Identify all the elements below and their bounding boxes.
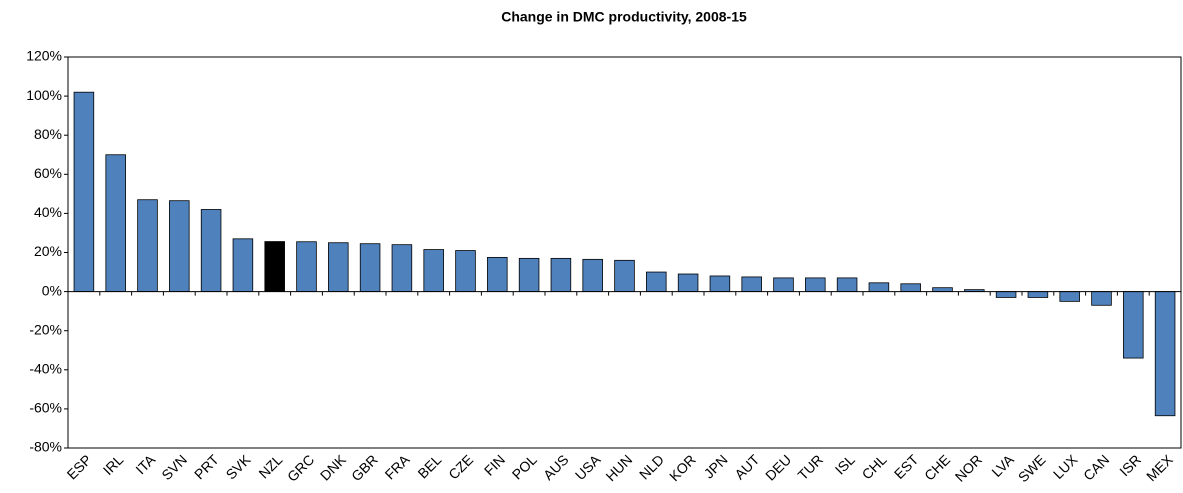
- bar: [932, 287, 953, 293]
- y-tick-label: -80%: [29, 439, 62, 455]
- y-tick-label: 60%: [34, 165, 62, 181]
- x-tick-label: POL: [509, 451, 540, 482]
- bar: [455, 250, 476, 292]
- x-tick-label: ITA: [132, 451, 158, 477]
- y-tick-label: 0%: [42, 282, 62, 298]
- bar: [614, 259, 635, 293]
- x-tick-label: CAN: [1080, 451, 1112, 483]
- bar: [232, 238, 254, 293]
- y-tick-label: -60%: [29, 400, 62, 416]
- x-tick-label: TUR: [794, 451, 826, 483]
- y-tick-label: 100%: [26, 87, 62, 103]
- x-tick-label: SVK: [223, 451, 255, 483]
- chart-title: Change in DMC productivity, 2008-15: [501, 9, 747, 25]
- bar: [1027, 291, 1049, 298]
- x-tick-label: PRT: [191, 451, 222, 482]
- x-tick-label: NLD: [636, 451, 667, 482]
- bar: [709, 275, 731, 292]
- x-tick-label: AUS: [540, 451, 572, 483]
- y-tick-label: 20%: [34, 243, 62, 259]
- bar: [73, 91, 95, 293]
- bar: [359, 243, 381, 292]
- bar: [773, 277, 794, 293]
- bar: [550, 257, 572, 292]
- bar: [137, 199, 158, 292]
- x-tick-label: ESP: [64, 451, 95, 482]
- bar: [995, 291, 1017, 298]
- bar: [296, 241, 317, 292]
- bar: [900, 283, 921, 292]
- x-tick-label: BEL: [414, 451, 444, 481]
- bar: [328, 242, 349, 293]
- x-tick-label: ISL: [832, 451, 858, 477]
- x-tick-label: MEX: [1143, 451, 1176, 484]
- x-tick-label: LVA: [988, 451, 1017, 480]
- x-tick-label: AUT: [731, 451, 762, 482]
- bar: [582, 258, 603, 292]
- x-tick-label: GRC: [284, 451, 317, 484]
- y-tick-label: -20%: [29, 321, 62, 337]
- x-tick-label: NOR: [952, 451, 985, 484]
- x-tick-label: USA: [572, 451, 604, 483]
- y-tick-label: 80%: [34, 126, 62, 142]
- y-tick-label: -40%: [29, 361, 62, 377]
- bar: [836, 277, 858, 293]
- bar: [105, 154, 126, 293]
- x-tick-label: KOR: [666, 451, 699, 484]
- bar: [487, 256, 508, 293]
- x-tick-label: JPN: [701, 451, 731, 481]
- x-tick-label: CZE: [445, 451, 476, 482]
- y-tick-label: 40%: [34, 204, 62, 220]
- y-tick-label: 120%: [26, 48, 62, 64]
- bar: [200, 209, 222, 293]
- x-tick-label: FRA: [382, 451, 414, 483]
- bar: [518, 257, 540, 292]
- bar: [1059, 291, 1080, 302]
- x-tick-label: IRL: [100, 451, 127, 478]
- x-tick-label: DEU: [762, 451, 794, 483]
- x-tick-label: NZL: [255, 451, 285, 481]
- bar: [1154, 291, 1176, 417]
- x-tick-label: HUN: [602, 451, 635, 484]
- bar: [805, 277, 826, 293]
- x-tick-label: GBR: [348, 451, 381, 484]
- x-tick-label: SVN: [158, 451, 190, 483]
- x-tick-label: ISR: [1116, 451, 1144, 479]
- bar: [169, 200, 190, 293]
- bar: [646, 271, 667, 292]
- bar: [423, 249, 444, 293]
- x-tick-label: CHE: [921, 451, 953, 483]
- bar: [868, 282, 890, 292]
- bar: [1091, 291, 1112, 306]
- bar: [391, 244, 413, 292]
- x-tick-label: EST: [891, 451, 922, 482]
- bar: [1123, 291, 1144, 359]
- bar: [677, 273, 699, 293]
- bar: [264, 241, 285, 293]
- x-tick-label: LUX: [1050, 451, 1081, 482]
- bar: [741, 276, 762, 293]
- x-tick-label: DNK: [317, 451, 350, 484]
- x-tick-label: SWE: [1015, 451, 1049, 485]
- x-tick-label: CHL: [859, 451, 890, 482]
- x-tick-label: FIN: [481, 451, 508, 478]
